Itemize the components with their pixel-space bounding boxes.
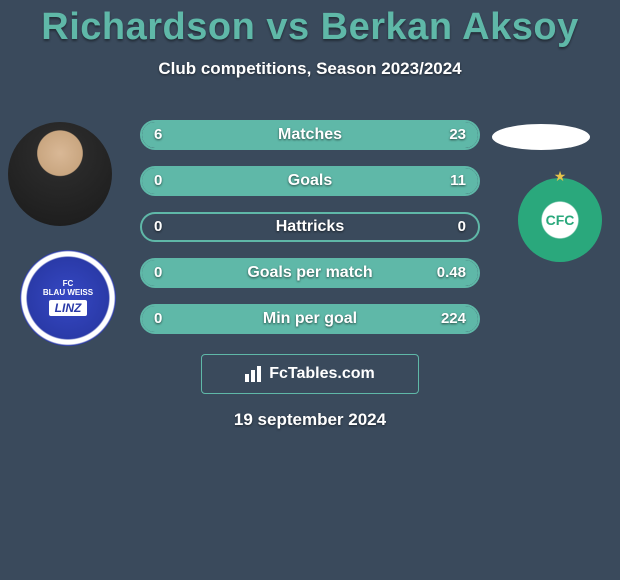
stat-label: Goals per match [142,260,478,286]
stat-label: Matches [142,122,478,148]
stat-row: 623Matches [140,120,480,150]
star-icon: ★ [554,168,567,185]
club-left-name-mid: BLAU WEISS [43,289,93,298]
stat-label: Goals [142,168,478,194]
date-text: 19 september 2024 [0,410,620,430]
stat-row: 00Hattricks [140,212,480,242]
stat-label: Min per goal [142,306,478,332]
stat-row: 0224Min per goal [140,304,480,334]
club-left-badge: FC BLAU WEISS LINZ [20,250,116,346]
bars-icon [245,366,265,382]
page-title: Richardson vs Berkan Aksoy [0,0,620,49]
stats-list: 623Matches 011Goals 00Hattricks 00.48Goals … [140,120,480,350]
player-right-placeholder [492,124,590,150]
watermark-text: FcTables.com [269,365,375,383]
stat-label: Hattricks [142,214,478,240]
player-left-photo [8,122,112,226]
watermark: FcTables.com [201,354,419,394]
club-left-name-bottom: LINZ [49,300,88,316]
comparison-card: Richardson vs Berkan Aksoy Club competit… [0,0,620,580]
club-right-badge: ★ CFC [518,178,602,262]
stat-row: 00.48Goals per match [140,258,480,288]
subtitle: Club competitions, Season 2023/2024 [0,59,620,79]
stat-row: 011Goals [140,166,480,196]
club-right-text: CFC [546,212,575,228]
